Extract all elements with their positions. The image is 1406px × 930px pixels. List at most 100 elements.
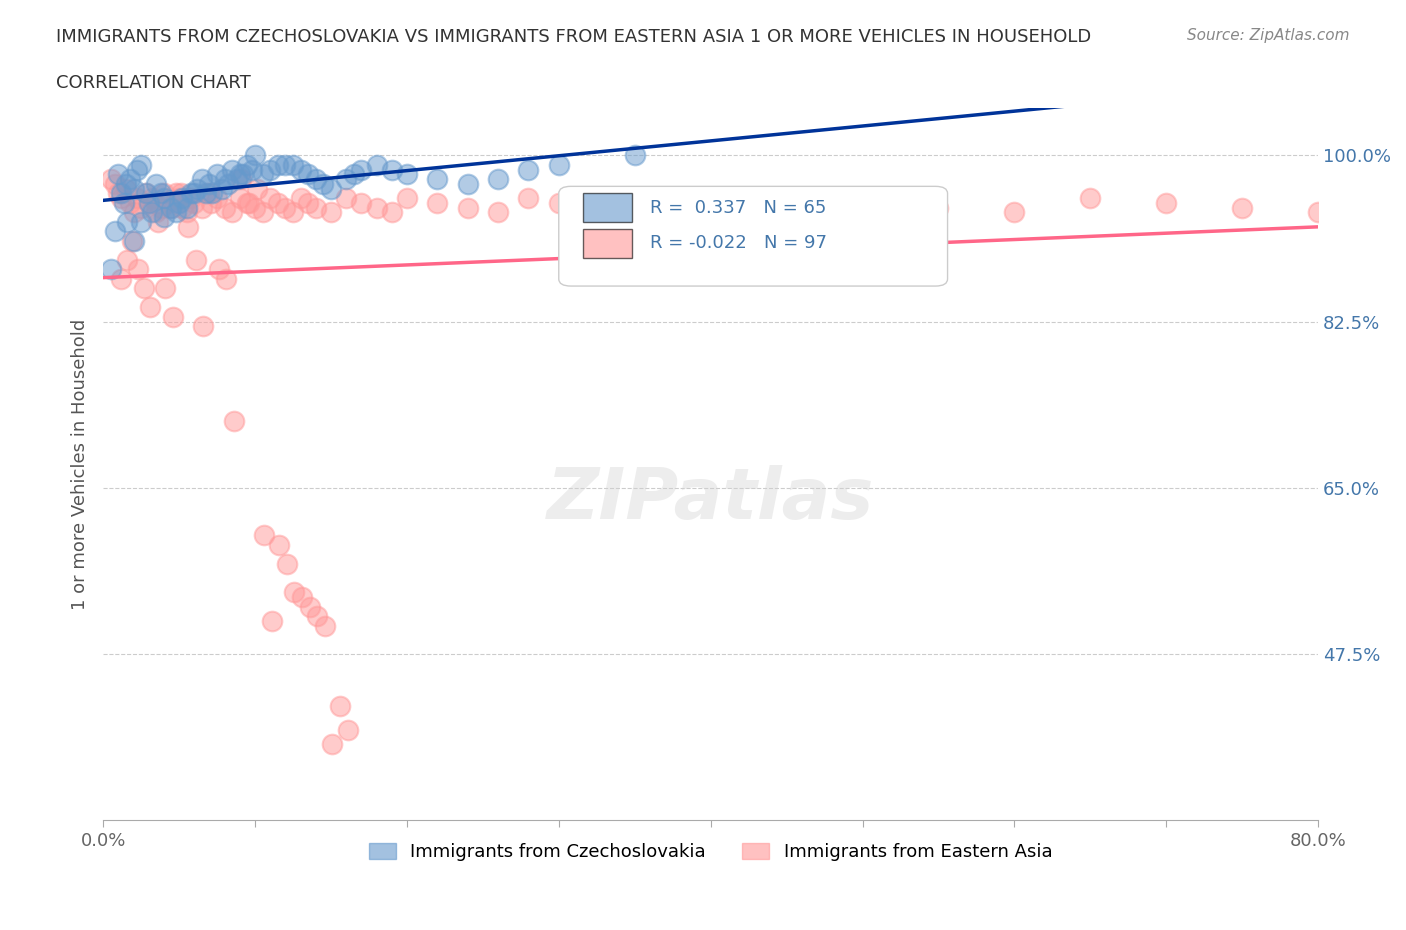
Point xyxy=(225,172,247,187)
Point xyxy=(252,205,274,219)
Point xyxy=(343,167,366,182)
Text: R =  0.337   N = 65: R = 0.337 N = 65 xyxy=(650,199,827,217)
Point xyxy=(139,300,162,315)
Point xyxy=(176,200,198,215)
Point xyxy=(236,157,259,172)
Point xyxy=(238,195,260,210)
Point xyxy=(122,233,145,248)
Text: ZIPatlas: ZIPatlas xyxy=(547,465,875,534)
Point xyxy=(297,167,319,182)
Point xyxy=(1078,191,1101,206)
Point xyxy=(135,186,157,201)
Point xyxy=(112,195,135,210)
Point xyxy=(125,191,148,206)
Point xyxy=(457,200,479,215)
Point xyxy=(134,281,156,296)
Point xyxy=(426,195,449,210)
Point xyxy=(169,186,191,201)
Point xyxy=(176,205,198,219)
Point xyxy=(486,172,509,187)
Point xyxy=(214,172,236,187)
Point xyxy=(205,191,228,206)
Point xyxy=(115,177,138,192)
Point xyxy=(205,167,228,182)
Point xyxy=(547,157,569,172)
Point xyxy=(366,200,388,215)
Point xyxy=(329,698,352,713)
Point xyxy=(236,195,259,210)
Point xyxy=(699,195,721,210)
Point xyxy=(775,205,797,219)
Point xyxy=(395,167,418,182)
Text: Source: ZipAtlas.com: Source: ZipAtlas.com xyxy=(1187,28,1350,43)
Point xyxy=(135,186,157,201)
Legend: Immigrants from Czechoslovakia, Immigrants from Eastern Asia: Immigrants from Czechoslovakia, Immigran… xyxy=(361,835,1060,869)
Point xyxy=(145,177,167,192)
Point xyxy=(730,200,752,215)
Point xyxy=(107,186,129,201)
Point xyxy=(160,200,183,215)
Point xyxy=(335,191,357,206)
Point xyxy=(229,167,252,182)
Point xyxy=(207,262,229,277)
Point xyxy=(350,195,373,210)
Point xyxy=(120,195,142,210)
Point xyxy=(186,181,208,196)
Point xyxy=(211,181,233,196)
Point xyxy=(193,319,215,334)
Point xyxy=(623,148,645,163)
Point xyxy=(120,172,142,187)
Point xyxy=(127,262,149,277)
Point xyxy=(486,205,509,219)
Point xyxy=(267,157,290,172)
Text: CORRELATION CHART: CORRELATION CHART xyxy=(56,74,252,92)
Point xyxy=(312,177,335,192)
Point xyxy=(259,191,281,206)
Point xyxy=(141,191,163,206)
Point xyxy=(160,200,183,215)
Point xyxy=(129,157,152,172)
Point xyxy=(117,215,139,230)
Point xyxy=(215,272,238,286)
Point xyxy=(260,614,283,629)
Point xyxy=(214,200,236,215)
Point xyxy=(319,205,342,219)
Point xyxy=(307,608,329,623)
Point xyxy=(221,163,243,178)
Point xyxy=(122,205,145,219)
Point xyxy=(457,177,479,192)
Point xyxy=(153,210,176,225)
Point xyxy=(138,195,160,210)
FancyBboxPatch shape xyxy=(583,229,631,258)
Point xyxy=(180,186,202,201)
Point xyxy=(183,186,205,201)
Point xyxy=(110,272,132,286)
Point xyxy=(100,172,122,187)
Point xyxy=(1308,205,1330,219)
Point xyxy=(547,195,569,210)
Point xyxy=(149,186,172,201)
Point xyxy=(165,186,187,201)
Point xyxy=(138,195,160,210)
Point xyxy=(217,177,239,192)
Text: IMMIGRANTS FROM CZECHOSLOVAKIA VS IMMIGRANTS FROM EASTERN ASIA 1 OR MORE VEHICLE: IMMIGRANTS FROM CZECHOSLOVAKIA VS IMMIGR… xyxy=(56,28,1091,46)
Point xyxy=(253,528,276,543)
Point xyxy=(146,215,169,230)
Point xyxy=(100,262,122,277)
Point xyxy=(297,195,319,210)
Point xyxy=(201,186,224,201)
Point xyxy=(669,191,692,206)
Point xyxy=(195,186,218,201)
Point xyxy=(259,163,281,178)
Point xyxy=(198,177,221,192)
Point xyxy=(314,618,336,633)
Point xyxy=(366,157,388,172)
Point xyxy=(350,163,373,178)
Point xyxy=(229,191,252,206)
Point xyxy=(122,181,145,196)
Point xyxy=(1230,200,1253,215)
Point xyxy=(276,556,298,571)
Point xyxy=(319,181,342,196)
Point xyxy=(104,224,127,239)
Point xyxy=(274,200,297,215)
